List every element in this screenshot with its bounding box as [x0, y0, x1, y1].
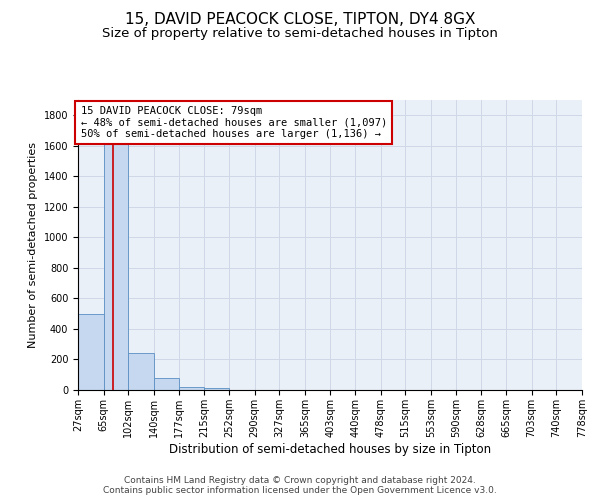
Y-axis label: Number of semi-detached properties: Number of semi-detached properties — [28, 142, 38, 348]
Bar — [154, 378, 179, 390]
Bar — [204, 388, 229, 390]
Text: 15 DAVID PEACOCK CLOSE: 79sqm
← 48% of semi-detached houses are smaller (1,097)
: 15 DAVID PEACOCK CLOSE: 79sqm ← 48% of s… — [80, 106, 387, 139]
Text: 15, DAVID PEACOCK CLOSE, TIPTON, DY4 8GX: 15, DAVID PEACOCK CLOSE, TIPTON, DY4 8GX — [125, 12, 475, 28]
Bar — [128, 354, 154, 390]
Bar — [179, 387, 204, 390]
X-axis label: Distribution of semi-detached houses by size in Tipton: Distribution of semi-detached houses by … — [169, 442, 491, 456]
Bar — [78, 314, 104, 390]
Text: Contains HM Land Registry data © Crown copyright and database right 2024.
Contai: Contains HM Land Registry data © Crown c… — [103, 476, 497, 495]
Bar — [104, 123, 128, 390]
Text: Size of property relative to semi-detached houses in Tipton: Size of property relative to semi-detach… — [102, 28, 498, 40]
